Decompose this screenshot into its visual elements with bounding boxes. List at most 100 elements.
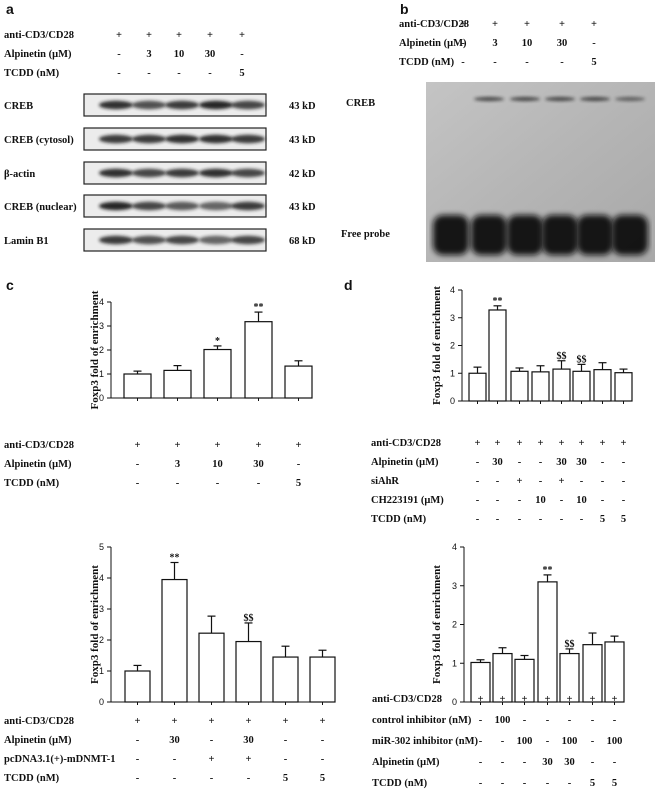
blot-size: 42 kD [289, 169, 316, 180]
chart-d1-treatment-cell: 30 [576, 457, 587, 468]
chart-d-top: 0 1 2 3 4 Foxp3 fold of enrichment ** $$ $$ anti-… [371, 285, 633, 525]
y-tick-label: 2 [452, 620, 457, 630]
emsa-free-probe-band [507, 215, 543, 255]
chart-d2-treatment-cell: + [500, 694, 506, 705]
chart-c1-treatment-cell: + [135, 440, 141, 451]
chart-d1-treatment-cell: - [601, 495, 605, 506]
blot-band [199, 134, 233, 144]
bar [593, 369, 612, 402]
chart-d2-treatment-cell: - [546, 715, 550, 726]
emsa-creb-band [474, 96, 504, 102]
chart-c2-treatment-cell: + [172, 716, 178, 727]
significance-mark: $$ [244, 613, 254, 624]
chart-d1-treatment-cell: - [496, 495, 500, 506]
panel-a-treatment-cell: 5 [239, 68, 244, 79]
blot-band [99, 134, 133, 144]
chart-d1-treatment-cell: - [560, 495, 564, 506]
panel-a-treatment-cell: - [240, 49, 244, 60]
y-tick-label: 4 [450, 285, 455, 295]
y-axis-label: Foxp3 fold of enrichment [89, 565, 101, 684]
panel-a-treatment-cell: + [176, 30, 182, 41]
panel-b-emsa-gel: CREB Free probe [341, 82, 655, 262]
chart-d2-treatment-cell: - [546, 778, 550, 789]
blot-label: β-actin [4, 169, 35, 180]
blot-band [231, 201, 265, 211]
blot-strip: Lamin B1 68 kD [4, 228, 316, 252]
blot-band [132, 100, 166, 110]
chart-d1-treatment-cell: - [496, 514, 500, 525]
panel-b-letter: b [400, 1, 409, 17]
chart-d2-treatment-row-label: control inhibitor (nM) [372, 715, 472, 726]
panel-c-letter: c [6, 277, 14, 293]
emsa-free-probe-band [542, 215, 578, 255]
chart-c-bottom: 0 1 2 3 4 5 Foxp3 fold of enrichment ** $$ anti-C… [4, 542, 336, 784]
chart-d1-treatment-cell: + [621, 438, 627, 449]
bar [244, 321, 273, 399]
panel-b-treatment-row-label: anti-CD3/CD28 [399, 19, 469, 30]
emsa-creb-label: CREB [346, 98, 375, 109]
chart-d2-treatment-cell: 100 [517, 736, 533, 747]
blot-band [132, 134, 166, 144]
chart-c2-treatment-cell: + [320, 716, 326, 727]
blot-band [199, 168, 233, 178]
significance-mark: ** [493, 296, 503, 307]
chart-d1-treatment-cell: - [539, 457, 543, 468]
chart-d2-treatment-cell: 30 [542, 757, 553, 768]
significance-mark: ** [254, 302, 264, 313]
chart-d1-treatment-row-label: Alpinetin (μM) [371, 457, 439, 468]
chart-c1-treatment-cell: + [175, 440, 181, 451]
y-tick-label: 2 [99, 345, 104, 355]
panel-b-treatment-cell: + [559, 19, 565, 30]
blot-size: 43 kD [289, 101, 316, 112]
chart-d-bottom: 0 1 2 3 4 Foxp3 fold of enrichment ** $$ anti-CD… [372, 542, 625, 789]
chart-c2-treatment-cell: - [321, 735, 325, 746]
chart-d1-treatment-cell: + [538, 438, 544, 449]
chart-d1-treatment-cell: + [475, 438, 481, 449]
chart-d1-treatment-cell: - [560, 514, 564, 525]
chart-d2-treatment-cell: - [591, 757, 595, 768]
chart-d2-treatment-cell: - [479, 736, 483, 747]
bar [559, 652, 580, 703]
chart-d1-treatment-cell: 10 [576, 495, 587, 506]
panel-a-treatment-cell: + [239, 30, 245, 41]
bar [272, 656, 299, 703]
chart-d1-treatment-cell: - [622, 476, 626, 487]
chart-d1-treatment-cell: 30 [492, 457, 503, 468]
blot-band [165, 235, 199, 245]
significance-mark: ** [170, 553, 180, 564]
chart-c1-treatment-cell: - [136, 459, 140, 470]
y-tick-label: 2 [450, 341, 455, 351]
chart-c2-treatment-cell: + [135, 716, 141, 727]
chart-c1-treatment-cell: - [257, 478, 261, 489]
bar [514, 658, 535, 703]
panel-a-treatment-cell: - [147, 68, 151, 79]
chart-c2-treatment-cell: - [173, 773, 177, 784]
chart-c1-treatment-cell: 30 [253, 459, 264, 470]
bar [531, 371, 550, 402]
significance-mark: ** [543, 565, 553, 576]
blot-band [165, 100, 199, 110]
chart-d1-treatment-cell: - [539, 514, 543, 525]
y-tick-label: 3 [99, 321, 104, 331]
panel-b-treatment-cell: - [592, 38, 596, 49]
bar [582, 644, 603, 703]
chart-d1-treatment-cell: - [580, 514, 584, 525]
chart-c1-treatment-cell: - [136, 478, 140, 489]
chart-d2-treatment-cell: - [591, 736, 595, 747]
chart-d2-treatment-cell: - [501, 757, 505, 768]
chart-d1-treatment-cell: - [476, 495, 480, 506]
panel-a-treatment-cell: + [207, 30, 213, 41]
y-tick-label: 1 [99, 369, 104, 379]
chart-d2-treatment-cell: - [546, 736, 550, 747]
blot-label: CREB [4, 101, 33, 112]
chart-d2-treatment-cell: 5 [590, 778, 595, 789]
chart-d2-treatment-cell: + [567, 694, 573, 705]
panel-b-treatment-cell: + [492, 19, 498, 30]
chart-c2-treatment-cell: + [283, 716, 289, 727]
panel-b-treatment-cell: + [524, 19, 530, 30]
chart-d2-treatment-cell: 5 [612, 778, 617, 789]
y-tick-label: 0 [99, 697, 104, 707]
chart-c1-treatment-cell: - [297, 459, 301, 470]
chart-c1-treatment-row-label: Alpinetin (μM) [4, 459, 72, 470]
